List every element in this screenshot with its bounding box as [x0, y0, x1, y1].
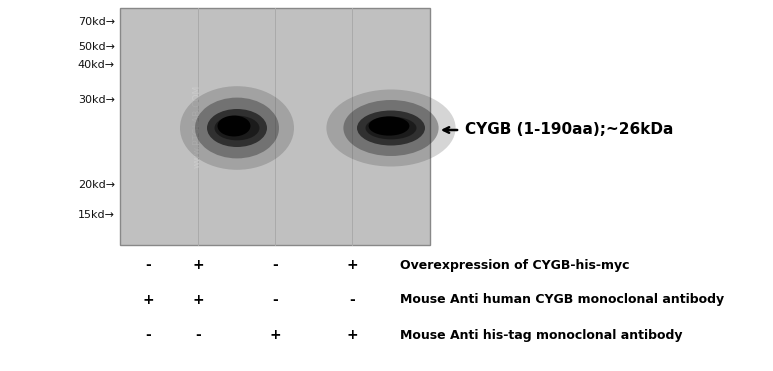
Text: Overexpression of CYGB-his-myc: Overexpression of CYGB-his-myc: [400, 259, 629, 272]
Ellipse shape: [180, 86, 294, 170]
Ellipse shape: [343, 100, 438, 156]
Text: 40kd→: 40kd→: [78, 60, 115, 70]
Text: 15kd→: 15kd→: [78, 210, 115, 220]
Text: -: -: [349, 293, 355, 307]
Ellipse shape: [195, 98, 279, 158]
Text: www.PTGLAB.COM: www.PTGLAB.COM: [193, 85, 202, 168]
Text: +: +: [269, 328, 281, 342]
Ellipse shape: [366, 116, 417, 139]
Text: -: -: [195, 328, 201, 342]
Text: 50kd→: 50kd→: [78, 42, 115, 52]
Bar: [120, 8, 430, 245]
Ellipse shape: [207, 109, 267, 147]
Text: +: +: [346, 258, 358, 272]
Text: +: +: [346, 328, 358, 342]
Text: Mouse Anti his-tag monoclonal antibody: Mouse Anti his-tag monoclonal antibody: [400, 328, 683, 341]
Ellipse shape: [326, 89, 455, 167]
Text: +: +: [142, 293, 154, 307]
Text: -: -: [145, 258, 151, 272]
Ellipse shape: [214, 116, 260, 140]
Text: -: -: [272, 258, 278, 272]
Text: 20kd→: 20kd→: [78, 180, 115, 190]
Text: -: -: [145, 328, 151, 342]
Ellipse shape: [369, 116, 410, 136]
Text: Mouse Anti human CYGB monoclonal antibody: Mouse Anti human CYGB monoclonal antibod…: [400, 293, 724, 306]
Text: +: +: [192, 293, 204, 307]
Text: CYGB (1-190aa);~26kDa: CYGB (1-190aa);~26kDa: [465, 122, 673, 138]
Ellipse shape: [357, 111, 425, 145]
Text: -: -: [272, 293, 278, 307]
Text: 70kd→: 70kd→: [78, 17, 115, 27]
Ellipse shape: [217, 115, 250, 137]
Text: +: +: [192, 258, 204, 272]
Text: 30kd→: 30kd→: [78, 95, 115, 105]
